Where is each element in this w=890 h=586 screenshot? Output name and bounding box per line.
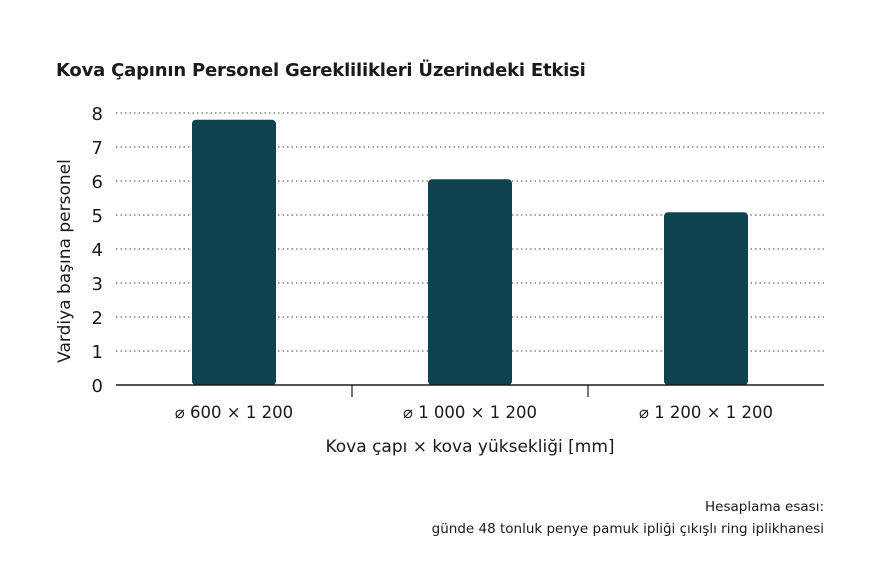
bar (664, 212, 748, 385)
y-tick-label: 1 (92, 342, 103, 363)
y-tick-label: 7 (92, 138, 103, 159)
x-tick-label: ⌀ 1 000 × 1 200 (403, 403, 537, 422)
bars (192, 119, 748, 386)
note-line-2: günde 48 tonluk penye pamuk ipliği çıkış… (431, 521, 824, 537)
chart-title: Kova Çapının Personel Gereklilikleri Üze… (56, 60, 586, 81)
y-tick-label: 4 (92, 240, 103, 261)
x-tick-label: ⌀ 1 200 × 1 200 (639, 403, 773, 422)
y-tick-label: 6 (92, 172, 103, 193)
bar (428, 179, 512, 385)
note-line-1: Hesaplama esası: (704, 499, 824, 515)
y-axis-label: Vardiya başına personel (55, 159, 75, 363)
y-tick-label: 5 (92, 206, 103, 227)
y-tick-labels: 0 1 2 3 4 5 6 7 8 (92, 104, 103, 397)
x-tick-label: ⌀ 600 × 1 200 (175, 403, 293, 422)
y-tick-label: 8 (92, 104, 103, 125)
x-tick-labels: ⌀ 600 × 1 200 ⌀ 1 000 × 1 200 ⌀ 1 200 × 1 … (175, 403, 773, 422)
y-tick-label: 3 (92, 274, 103, 295)
y-tick-label: 0 (92, 376, 103, 397)
bar (192, 119, 276, 386)
x-axis-label: Kova çapı × kova yüksekliği [mm] (325, 437, 614, 457)
calculation-note: Hesaplama esası: günde 48 tonluk penye p… (432, 496, 824, 540)
y-tick-label: 2 (92, 308, 103, 329)
x-tick-marks (351, 385, 589, 397)
